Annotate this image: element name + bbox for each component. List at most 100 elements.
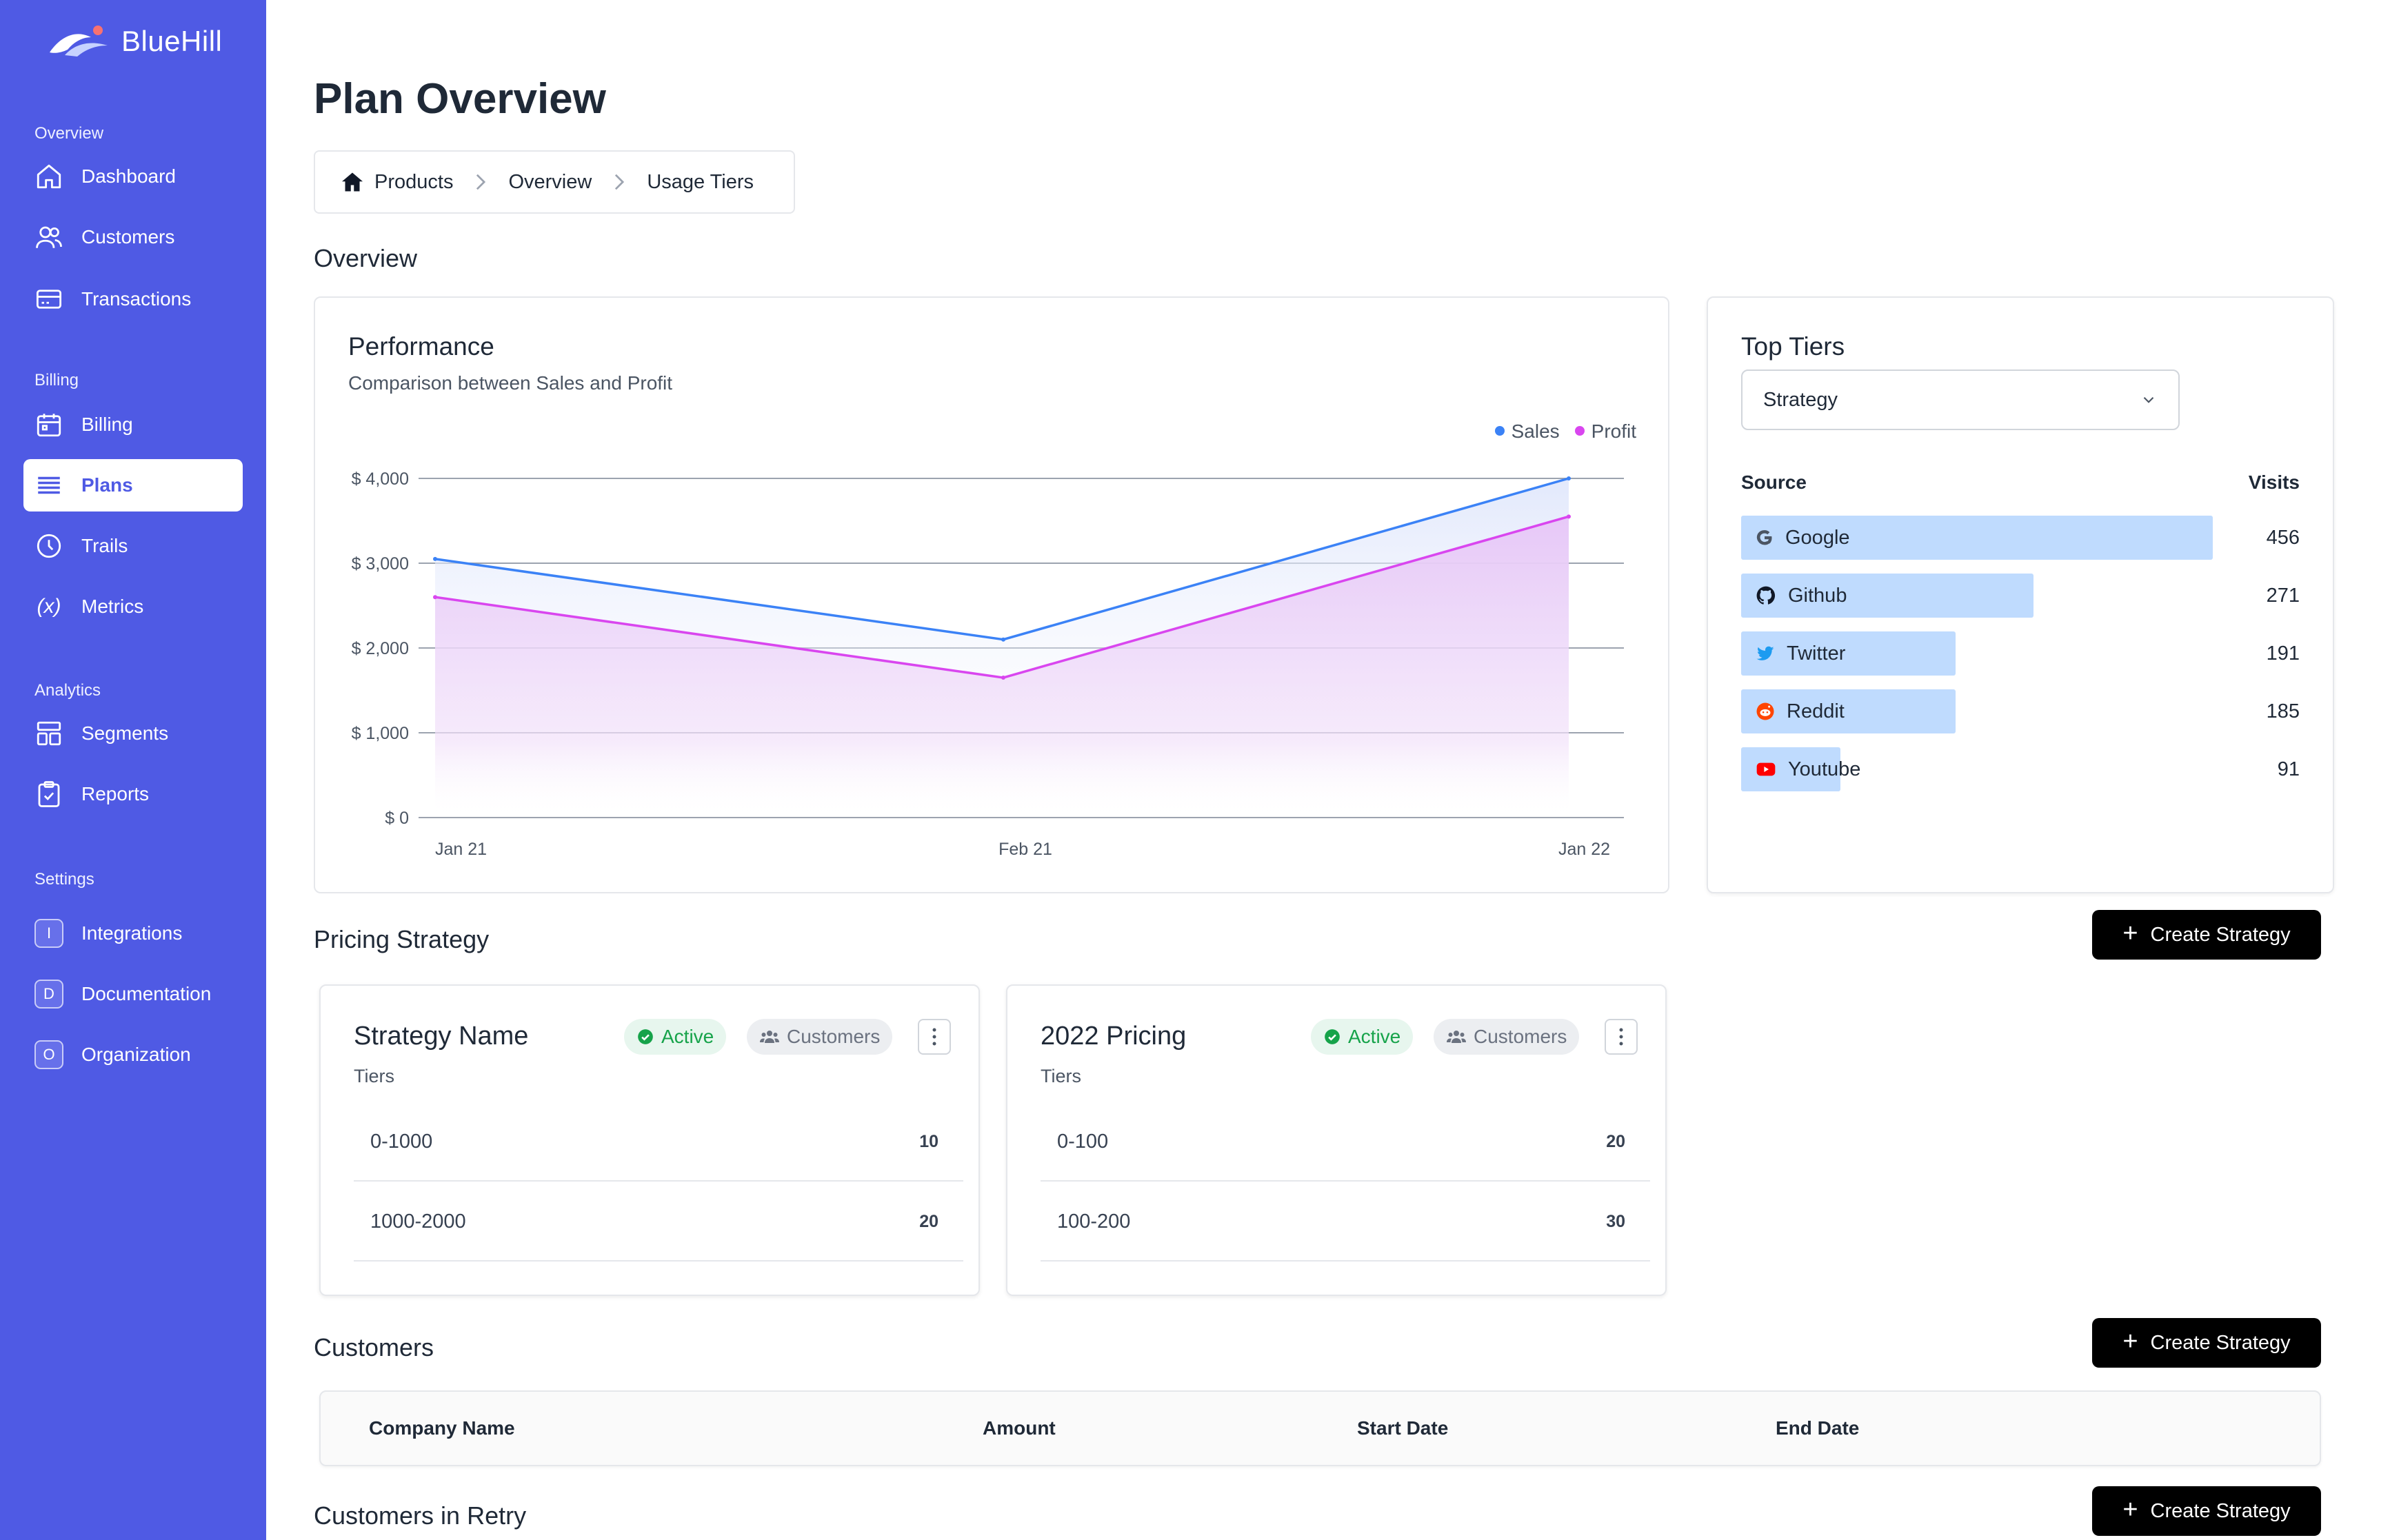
home-icon	[34, 162, 63, 191]
column-header-company[interactable]: Company Name	[369, 1417, 515, 1439]
source-row-youtube[interactable]: Youtube 91	[1741, 747, 2300, 791]
performance-chart: $ 4,000 $ 3,000 $ 2,000 $ 1,000 $ 0 Jan 21 Feb…	[352, 469, 1624, 859]
breadcrumb-item-usage-tiers[interactable]: Usage Tiers	[647, 170, 754, 193]
tier-row[interactable]: 0-100 20	[1041, 1102, 1650, 1182]
sidebar-item-transactions[interactable]: Transactions	[23, 273, 243, 325]
source-row-google[interactable]: Google 456	[1741, 516, 2300, 560]
sidebar-item-integrations[interactable]: I Integrations	[23, 907, 243, 960]
x-tick-label: Jan 21	[435, 840, 487, 859]
strategy-select[interactable]: Strategy	[1741, 369, 2180, 430]
source-label-wrap: Youtube	[1755, 747, 1860, 791]
top-tiers-title: Top Tiers	[1741, 332, 1845, 361]
visits-value: 191	[2266, 642, 2300, 665]
sidebar-item-plans[interactable]: Plans	[23, 459, 243, 511]
y-tick-label: $ 0	[385, 809, 409, 828]
sidebar: BlueHill Overview Dashboard Customers Tr…	[0, 0, 266, 1540]
column-header-amount[interactable]: Amount	[983, 1417, 1056, 1439]
plus-icon: +	[2122, 919, 2138, 948]
tiers-label: Tiers	[354, 1066, 394, 1086]
group-icon	[1447, 1031, 1466, 1043]
breadcrumb-label: Products	[374, 170, 454, 193]
brand-logo[interactable]: BlueHill	[47, 21, 222, 62]
y-tick-label: $ 4,000	[352, 469, 409, 489]
plus-icon: +	[2122, 1327, 2138, 1356]
sidebar-item-customers[interactable]: Customers	[23, 211, 243, 263]
sidebar-item-billing[interactable]: Billing	[23, 398, 243, 451]
variable-icon: (x)	[37, 595, 61, 618]
documentation-letter-badge: D	[34, 980, 63, 1009]
check-circle-icon	[638, 1029, 653, 1044]
visits-bar	[1741, 631, 1956, 676]
audience-badge-label: Customers	[1474, 1026, 1567, 1047]
sidebar-item-dashboard[interactable]: Dashboard	[23, 150, 243, 203]
sidebar-item-documentation[interactable]: D Documentation	[23, 968, 243, 1020]
data-point-sales	[1567, 476, 1571, 480]
sidebar-item-reports[interactable]: Reports	[23, 768, 243, 820]
customers-section-title: Customers	[314, 1333, 434, 1361]
legend-item-sales[interactable]: Sales	[1494, 421, 1560, 443]
visits-value: 91	[2277, 758, 2300, 780]
data-point-sales	[1001, 637, 1005, 642]
column-header-start-date[interactable]: Start Date	[1357, 1417, 1449, 1439]
card-icon	[34, 285, 63, 314]
breadcrumb-item-products[interactable]: Products	[340, 170, 453, 194]
source-label-wrap: Github	[1755, 574, 1847, 618]
create-strategy-button[interactable]: + Create Strategy	[2092, 910, 2321, 960]
create-strategy-label: Create Strategy	[2150, 1499, 2291, 1522]
documentation-badge-wrap: D	[34, 980, 63, 1009]
audience-badge-label: Customers	[787, 1026, 881, 1047]
performance-subtitle: Comparison between Sales and Profit	[348, 372, 673, 394]
sidebar-item-label: Metrics	[81, 596, 144, 617]
source-row-reddit[interactable]: Reddit 185	[1741, 689, 2300, 733]
page-title: Plan Overview	[314, 75, 606, 123]
users-icon	[34, 223, 63, 252]
legend-item-profit[interactable]: Profit	[1574, 421, 1636, 443]
sidebar-item-organization[interactable]: O Organization	[23, 1029, 243, 1081]
tier-value: 20	[919, 1211, 938, 1231]
breadcrumb-item-overview[interactable]: Overview	[508, 170, 592, 193]
chart-legend: Sales Profit	[1494, 421, 1636, 443]
bluehill-logo-icon	[50, 26, 108, 57]
y-tick-label: $ 2,000	[352, 639, 409, 658]
sidebar-item-segments[interactable]: Segments	[23, 707, 243, 760]
reddit-icon	[1756, 702, 1774, 720]
list-icon	[34, 471, 63, 500]
tier-range: 1000-2000	[370, 1210, 466, 1233]
tier-range: 100-200	[1057, 1210, 1131, 1233]
tier-range: 0-1000	[370, 1130, 433, 1153]
source-row-github[interactable]: Github 271	[1741, 574, 2300, 618]
data-point-profit	[433, 595, 437, 600]
sidebar-item-label: Organization	[81, 1044, 191, 1065]
y-tick-label: $ 3,000	[352, 554, 409, 574]
sidebar-item-metrics[interactable]: (x) Metrics	[23, 580, 243, 633]
create-strategy-button[interactable]: + Create Strategy	[2092, 1318, 2321, 1368]
sidebar-item-trails[interactable]: Trails	[23, 520, 243, 572]
sidebar-item-label: Billing	[81, 414, 133, 435]
tier-row[interactable]: 100-200 30	[1041, 1182, 1650, 1262]
integrations-badge-wrap: I	[34, 919, 63, 948]
more-options-button[interactable]	[1605, 1019, 1638, 1055]
create-strategy-button[interactable]: + Create Strategy	[2092, 1486, 2321, 1536]
column-header-end-date[interactable]: End Date	[1776, 1417, 1860, 1439]
source-label-wrap: Google	[1755, 516, 1850, 560]
legend-dot	[1494, 425, 1505, 436]
x-tick-label: Jan 22	[1558, 840, 1610, 859]
tier-row[interactable]: 1000-2000 20	[354, 1182, 963, 1262]
sidebar-item-label: Customers	[81, 226, 175, 247]
more-options-button[interactable]	[918, 1019, 951, 1055]
sidebar-item-label: Documentation	[81, 983, 212, 1004]
organization-letter-badge: O	[34, 1040, 63, 1069]
visits-bar	[1741, 689, 1956, 733]
status-badge-label: Active	[661, 1026, 714, 1047]
source-row-twitter[interactable]: Twitter 191	[1741, 631, 2300, 676]
top-tiers-card: Top Tiers Strategy Source Visits Google …	[1707, 296, 2334, 893]
nav-section-overview: Overview	[34, 124, 104, 143]
group-icon	[760, 1031, 779, 1043]
source-name: Twitter	[1787, 642, 1846, 665]
source-name: Reddit	[1787, 700, 1845, 722]
source-label-wrap: Twitter	[1755, 631, 1845, 676]
audience-badge: Customers	[747, 1019, 893, 1055]
tier-value: 30	[1606, 1211, 1625, 1231]
tier-row[interactable]: 0-1000 10	[354, 1102, 963, 1182]
source-name: Youtube	[1788, 758, 1861, 780]
